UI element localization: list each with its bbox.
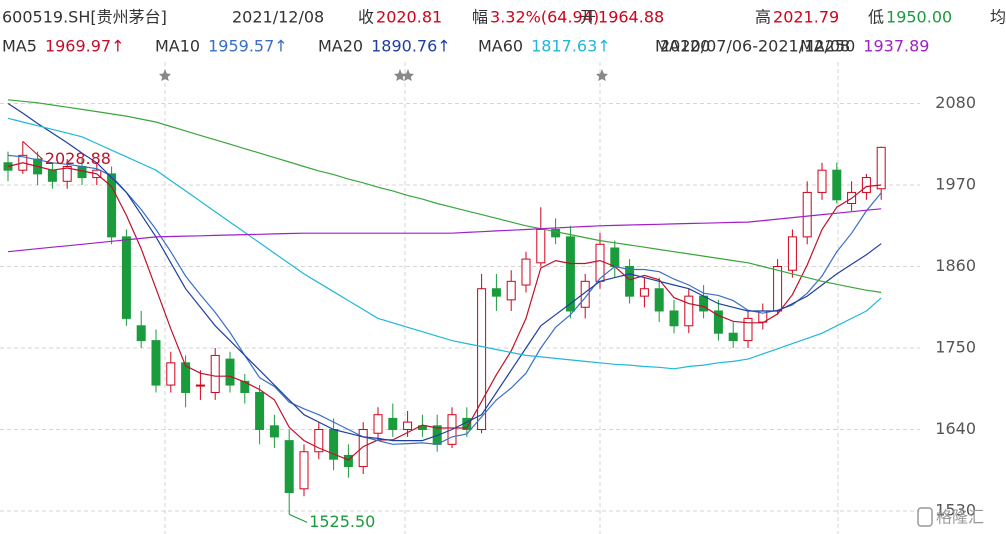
candle-body [832, 169, 842, 201]
candle-body [743, 317, 753, 342]
annotation-leader [288, 513, 308, 523]
y-tick-label: 1750 [935, 338, 976, 357]
ma-line [7, 154, 882, 445]
candle-body [136, 325, 146, 342]
annotation-label: 1525.50 [309, 512, 375, 531]
ma-line [7, 102, 882, 442]
y-tick-label: 1530 [935, 501, 976, 520]
candle-body [506, 280, 516, 301]
candle-body [861, 177, 871, 193]
star [159, 69, 171, 81]
legend-value: 1959.57↑ [208, 37, 288, 56]
candle-body [388, 417, 398, 431]
candle-body [551, 228, 561, 238]
quote-label: 高 [755, 8, 771, 27]
candle-body [876, 146, 886, 190]
watermark-logo [917, 507, 933, 527]
candle-body [358, 429, 368, 468]
candle-body [625, 266, 635, 297]
candle-body [62, 165, 72, 182]
column-lines [164, 62, 839, 534]
candle-body [343, 454, 353, 468]
candle-body [284, 440, 294, 494]
candle-body [255, 391, 265, 431]
candle-body [314, 429, 324, 453]
candle-body [47, 169, 57, 182]
candle-body [240, 380, 250, 393]
date-range: 2020/07/06-2021/12/08 [660, 37, 850, 56]
y-tick-label: 1970 [935, 175, 976, 194]
candle-body [166, 362, 176, 386]
quote-value: 2021.79 [773, 8, 839, 27]
quote-value: 1964.88 [598, 8, 664, 27]
candle-body [477, 288, 487, 431]
annotation-label: 2028.88 [45, 149, 111, 168]
quote-label: 均 [990, 8, 1006, 27]
candle-body [491, 288, 501, 297]
quote-value: 1950.00 [886, 8, 952, 27]
candle-body [151, 340, 161, 386]
candle-body [403, 421, 413, 431]
star [402, 69, 414, 81]
legend-name: MA10 [155, 37, 200, 56]
candle-body [225, 358, 235, 386]
candle-body [817, 169, 827, 193]
candle-body [787, 236, 797, 271]
legend-name: MA60 [478, 37, 523, 56]
candle-body [373, 414, 383, 434]
legend-value: 1937.89 [863, 37, 929, 56]
ma-line [7, 99, 882, 293]
y-tick-label: 1860 [935, 256, 976, 275]
candle-body [580, 280, 590, 308]
candle-body [802, 191, 812, 238]
quote-label: 低 [868, 8, 884, 27]
candle-body [713, 310, 723, 334]
legend-name: MA5 [2, 37, 37, 56]
quote-label: 收 [358, 8, 374, 27]
candle-body [773, 266, 783, 312]
legend-name: MA250 [800, 37, 855, 56]
candle-body [181, 362, 191, 393]
quote-label: 开 [580, 8, 596, 27]
candle-body [684, 295, 694, 327]
candles [3, 141, 886, 515]
y-tick-label: 1640 [935, 419, 976, 438]
ma-line [7, 117, 882, 370]
candle-body [121, 236, 131, 319]
candle-body [269, 425, 279, 438]
candle-body [536, 228, 546, 264]
legend-name: MA20 [318, 37, 363, 56]
quote-value: 3.32%(64.94) [490, 8, 599, 27]
y-tick-label: 2080 [935, 93, 976, 112]
annotation-leader [22, 141, 44, 160]
candle-body [610, 247, 620, 268]
legend-name: MA120 [655, 37, 710, 56]
stock-title: 600519.SH[贵州茅台] [2, 8, 167, 27]
candle-body [639, 288, 649, 297]
ma-line [7, 208, 882, 253]
candle-body [654, 288, 664, 312]
quote-value: 2020.81 [376, 8, 442, 27]
legend-value: 1890.76↑ [371, 37, 451, 56]
legend-value: 1969.97↑ [45, 37, 125, 56]
candle-body [195, 384, 205, 387]
candle-body [565, 236, 575, 312]
ma-line [7, 162, 882, 461]
quote-label: 幅 [472, 8, 488, 27]
candle-body [107, 173, 117, 238]
watermark: 格隆汇 [936, 508, 984, 527]
candle-body [521, 258, 531, 286]
candle-body [210, 354, 220, 393]
legend-value: 1817.63↑ [531, 37, 611, 56]
star [596, 69, 608, 81]
candle-body [669, 310, 679, 327]
event-stars [159, 69, 608, 81]
star [394, 69, 406, 81]
quote-date: 2021/12/08 [232, 8, 324, 27]
candle-body [299, 451, 309, 490]
candle-body [728, 332, 738, 342]
